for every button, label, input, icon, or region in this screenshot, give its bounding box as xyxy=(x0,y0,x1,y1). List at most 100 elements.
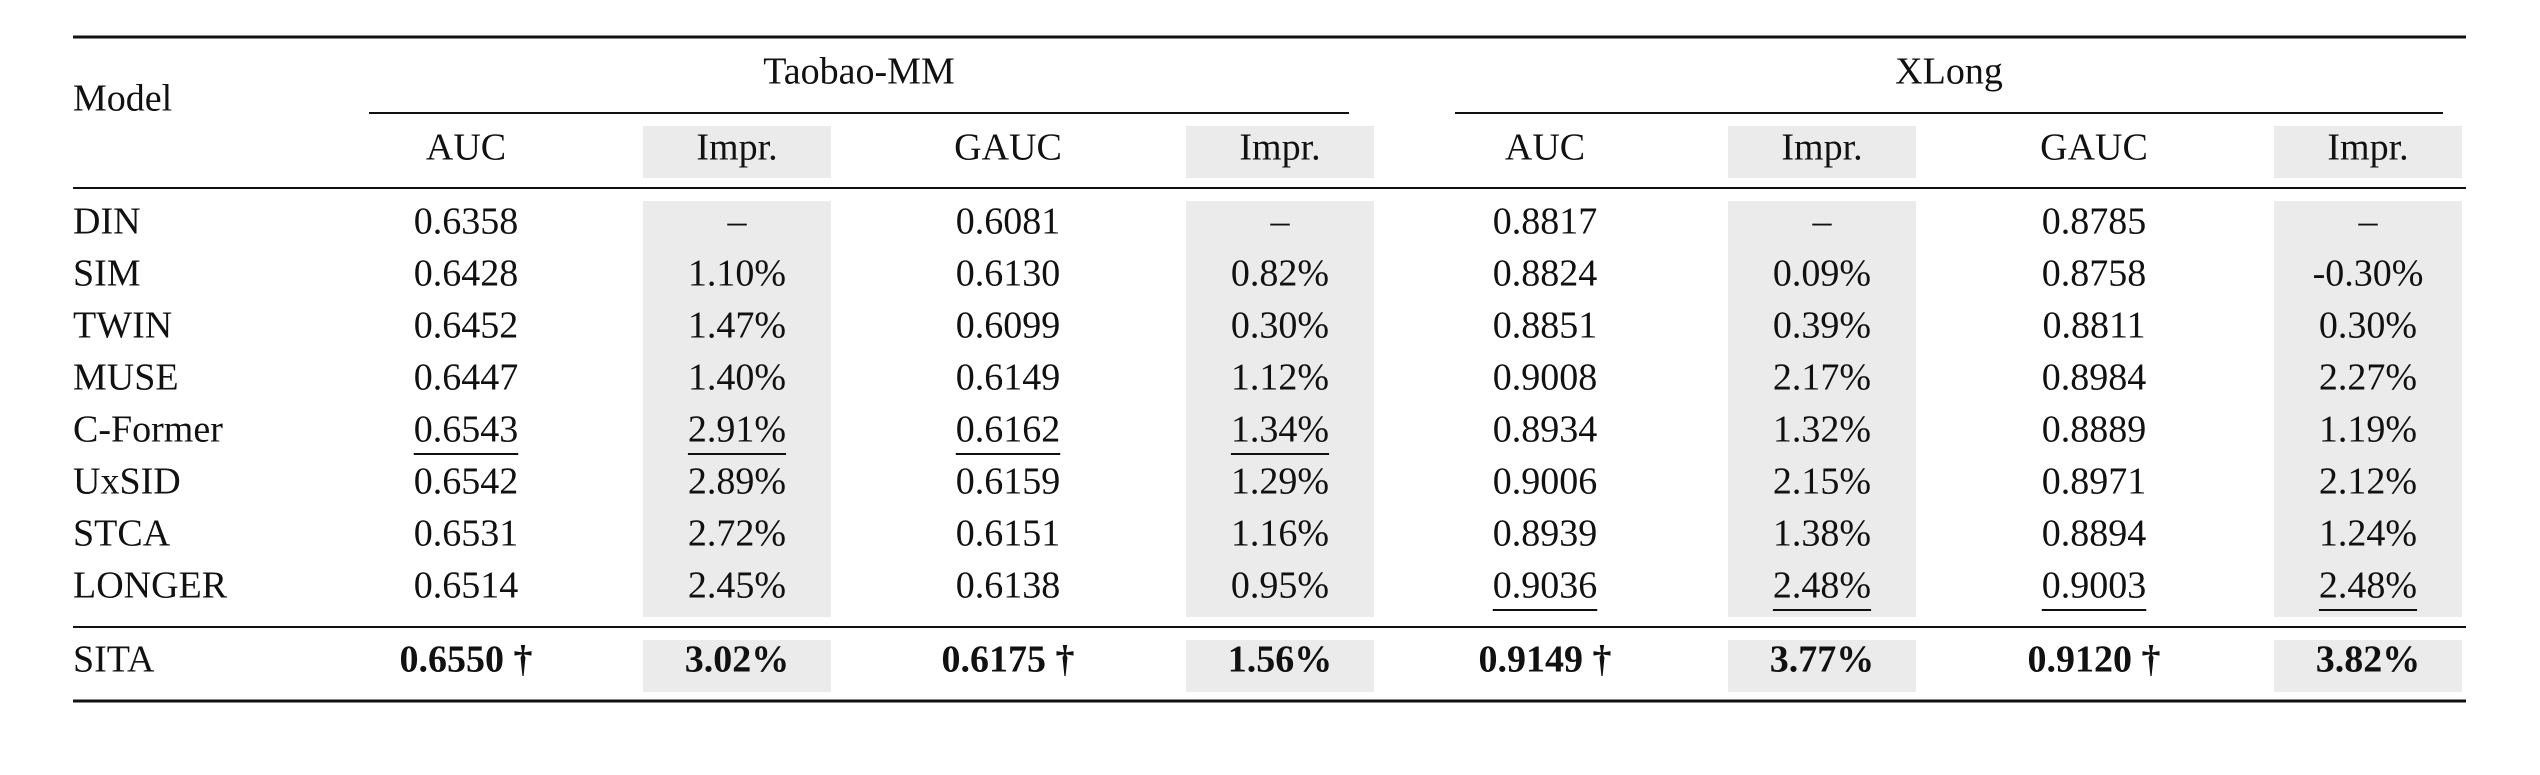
cell-value: 0.6358 xyxy=(414,201,519,243)
model-name: DIN xyxy=(73,201,141,243)
column-header: Impr. xyxy=(696,127,777,169)
cell-value: 0.6543 xyxy=(414,409,519,451)
cell-value: 0.8934 xyxy=(1493,409,1598,451)
model-name: TWIN xyxy=(73,305,172,347)
cell-value: 0.09% xyxy=(1773,253,1871,295)
cell-value: 1.47% xyxy=(688,305,786,347)
cell-value: 1.16% xyxy=(1231,513,1329,555)
cell-value: 0.95% xyxy=(1231,565,1329,607)
cell-value: 0.8889 xyxy=(2042,409,2147,451)
cell-value: 1.19% xyxy=(2319,409,2417,451)
model-name: LONGER xyxy=(73,565,228,607)
cell-value: 0.82% xyxy=(1231,253,1329,295)
cell-value: 1.56% xyxy=(1228,639,1333,681)
cell-value: 0.9036 xyxy=(1493,565,1598,607)
cell-value: 1.12% xyxy=(1231,357,1329,399)
column-shade xyxy=(643,201,831,617)
column-shade xyxy=(1728,201,1916,617)
cell-value: 0.6428 xyxy=(414,253,519,295)
cell-value: 2.45% xyxy=(688,565,786,607)
cell-value: 0.6542 xyxy=(414,461,519,503)
cell-value: 0.6159 xyxy=(956,461,1061,503)
model-name: C-Former xyxy=(73,409,223,451)
cell-value: 0.39% xyxy=(1773,305,1871,347)
cell-value: 0.8851 xyxy=(1493,305,1598,347)
cell-value: 0.8824 xyxy=(1493,253,1598,295)
cell-value: 1.24% xyxy=(2319,513,2417,555)
model-header: Model xyxy=(73,78,172,120)
column-header: AUC xyxy=(1505,127,1585,169)
column-shade xyxy=(1728,126,1916,178)
cell-value: 0.6531 xyxy=(414,513,519,555)
cell-value: 2.48% xyxy=(2319,565,2417,607)
cell-value: 0.8939 xyxy=(1493,513,1598,555)
cell-value: 0.9008 xyxy=(1493,357,1598,399)
cell-value: 2.91% xyxy=(688,409,786,451)
model-name: STCA xyxy=(73,513,171,555)
cell-value: 0.6138 xyxy=(956,565,1061,607)
column-shade xyxy=(2274,201,2462,617)
cell-value: 1.38% xyxy=(1773,513,1871,555)
cell-value: 0.6162 xyxy=(956,409,1061,451)
cell-value: 2.17% xyxy=(1773,357,1871,399)
column-header: GAUC xyxy=(2040,127,2148,169)
column-shade xyxy=(1728,640,1916,692)
column-shade xyxy=(1186,126,1374,178)
cell-value: 0.6550 † xyxy=(400,639,533,681)
cell-value: 2.27% xyxy=(2319,357,2417,399)
cell-value: 0.6099 xyxy=(956,305,1061,347)
model-name: MUSE xyxy=(73,357,179,399)
cell-value: 0.30% xyxy=(2319,305,2417,347)
cell-value: 0.9120 † xyxy=(2028,639,2161,681)
cell-value: 0.30% xyxy=(1231,305,1329,347)
column-header: Impr. xyxy=(1781,127,1862,169)
column-header: AUC xyxy=(426,127,506,169)
cell-value: -0.30% xyxy=(2313,253,2424,295)
column-shade xyxy=(1186,640,1374,692)
cell-value: 0.6452 xyxy=(414,305,519,347)
cell-value: 2.15% xyxy=(1773,461,1871,503)
cell-value: 0.6130 xyxy=(956,253,1061,295)
column-shade xyxy=(2274,126,2462,178)
cell-value: 0.8971 xyxy=(2042,461,2147,503)
cell-value: 1.10% xyxy=(688,253,786,295)
group-header: XLong xyxy=(1895,51,2003,93)
cell-value: 2.48% xyxy=(1773,565,1871,607)
cell-value: 2.72% xyxy=(688,513,786,555)
cell-value: 0.8758 xyxy=(2042,253,2147,295)
column-shade xyxy=(643,640,831,692)
cell-value: 1.29% xyxy=(1231,461,1329,503)
group-header: Taobao-MM xyxy=(763,51,955,93)
cell-value: 0.8894 xyxy=(2042,513,2147,555)
model-name: UxSID xyxy=(73,461,181,503)
cell-value: – xyxy=(727,201,748,243)
cell-value: 2.89% xyxy=(688,461,786,503)
cell-value: – xyxy=(1812,201,1833,243)
model-name: SITA xyxy=(73,639,155,681)
cell-value: 0.9003 xyxy=(2042,565,2147,607)
cell-value: 3.02% xyxy=(685,639,790,681)
cell-value: 0.8811 xyxy=(2042,305,2145,347)
cell-value: 0.8984 xyxy=(2042,357,2147,399)
column-shade xyxy=(2274,640,2462,692)
cell-value: 1.40% xyxy=(688,357,786,399)
cell-value: 3.82% xyxy=(2316,639,2421,681)
cell-value: – xyxy=(2358,201,2379,243)
cell-value: 0.6447 xyxy=(414,357,519,399)
column-shade xyxy=(643,126,831,178)
cell-value: 0.8785 xyxy=(2042,201,2147,243)
cell-value: 0.6151 xyxy=(956,513,1061,555)
column-header: GAUC xyxy=(954,127,1062,169)
cell-value: 0.8817 xyxy=(1493,201,1598,243)
cell-value: 0.6081 xyxy=(956,201,1061,243)
cell-value: 1.32% xyxy=(1773,409,1871,451)
cell-value: 0.6149 xyxy=(956,357,1061,399)
column-header: Impr. xyxy=(1239,127,1320,169)
cell-value: – xyxy=(1270,201,1291,243)
column-header: Impr. xyxy=(2327,127,2408,169)
cell-value: 3.77% xyxy=(1770,639,1875,681)
cell-value: 0.6175 † xyxy=(942,639,1075,681)
cell-value: 0.9006 xyxy=(1493,461,1598,503)
model-name: SIM xyxy=(73,253,141,295)
